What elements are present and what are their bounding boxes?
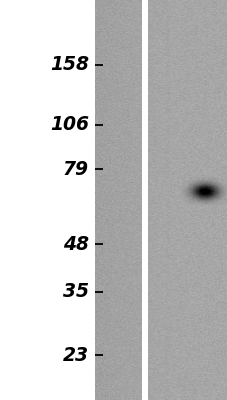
Text: 35: 35 [63,282,89,301]
Text: 158: 158 [50,55,89,74]
Text: 106: 106 [50,115,89,134]
Bar [142,0,147,400]
Text: 79: 79 [63,160,89,178]
Text: 23: 23 [63,346,89,364]
Text: 48: 48 [63,235,89,254]
